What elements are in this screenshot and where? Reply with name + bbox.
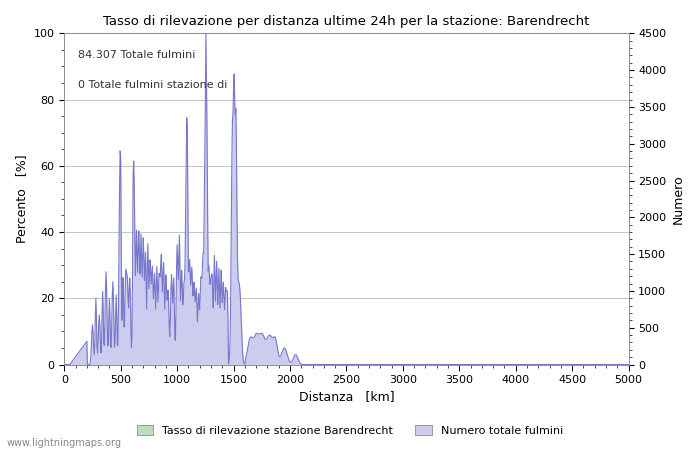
Y-axis label: Percento   [%]: Percento [%] xyxy=(15,155,28,243)
Text: 84.307 Totale fulmini: 84.307 Totale fulmini xyxy=(78,50,196,60)
Title: Tasso di rilevazione per distanza ultime 24h per la stazione: Barendrecht: Tasso di rilevazione per distanza ultime… xyxy=(104,15,589,28)
Legend: Tasso di rilevazione stazione Barendrecht, Numero totale fulmini: Tasso di rilevazione stazione Barendrech… xyxy=(132,420,568,440)
Y-axis label: Numero: Numero xyxy=(672,174,685,224)
Text: www.lightningmaps.org: www.lightningmaps.org xyxy=(7,438,122,448)
Text: 0 Totale fulmini stazione di: 0 Totale fulmini stazione di xyxy=(78,80,228,90)
X-axis label: Distanza   [km]: Distanza [km] xyxy=(299,391,394,404)
